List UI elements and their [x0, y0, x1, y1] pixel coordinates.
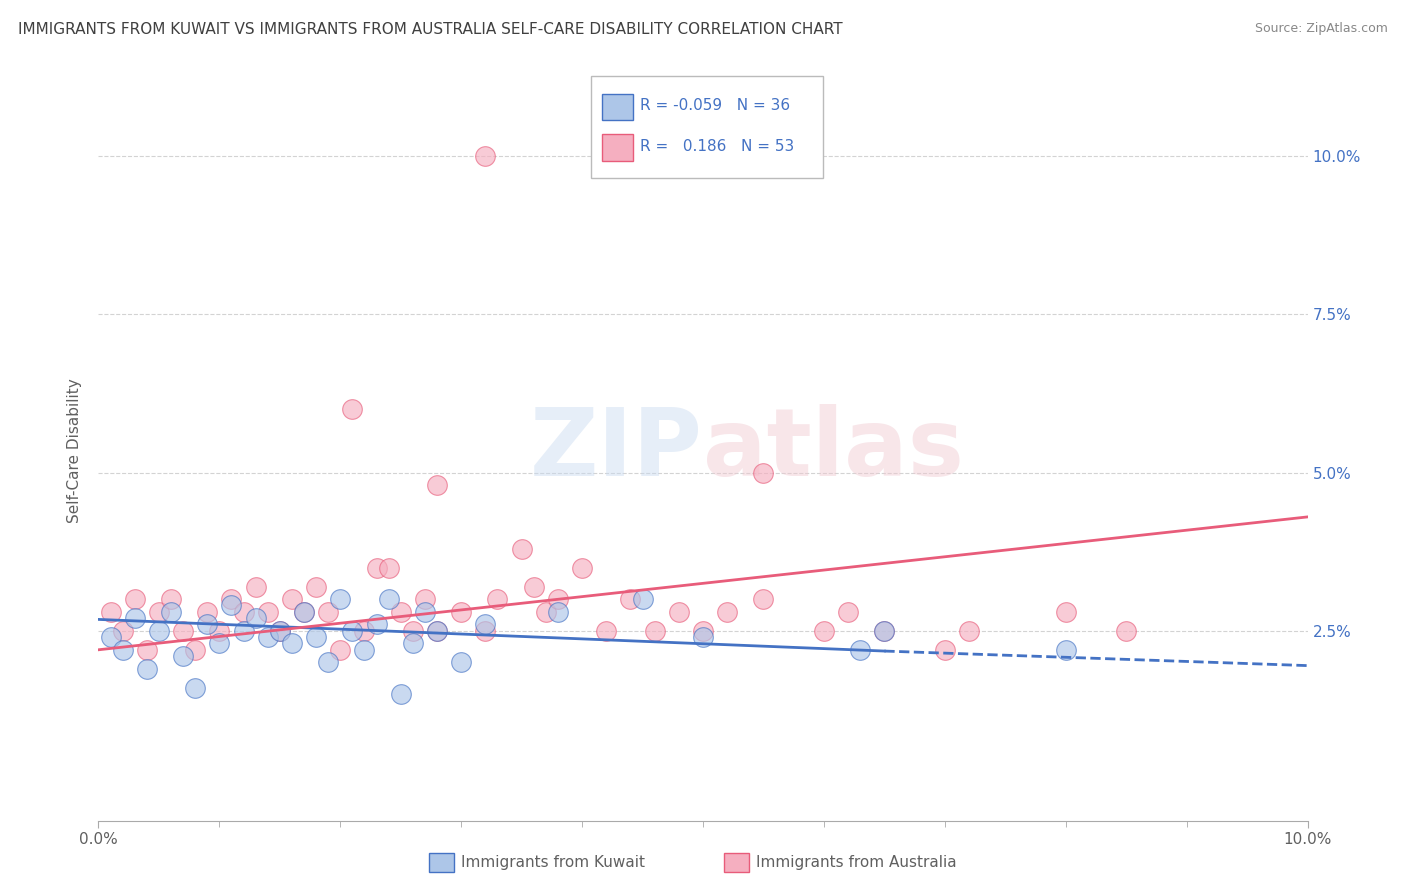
Point	[450, 605, 472, 619]
Point	[571, 560, 593, 574]
Point	[1115, 624, 1137, 638]
Text: Immigrants from Australia: Immigrants from Australia	[756, 855, 957, 870]
Point	[934, 642, 956, 657]
Point	[366, 617, 388, 632]
Point	[342, 402, 364, 417]
Point	[208, 624, 231, 638]
Point	[195, 617, 218, 632]
Text: ZIP: ZIP	[530, 404, 703, 497]
Point	[402, 636, 425, 650]
Point	[232, 605, 254, 619]
Point	[111, 624, 134, 638]
Point	[426, 624, 449, 638]
Text: R = -0.059   N = 36: R = -0.059 N = 36	[640, 98, 790, 112]
Point	[281, 592, 304, 607]
Point	[100, 605, 122, 619]
Point	[256, 630, 278, 644]
Point	[837, 605, 859, 619]
Point	[100, 630, 122, 644]
Point	[366, 560, 388, 574]
Point	[184, 642, 207, 657]
Point	[135, 662, 157, 676]
Point	[232, 624, 254, 638]
Point	[619, 592, 641, 607]
Point	[377, 560, 399, 574]
Text: R =   0.186   N = 53: R = 0.186 N = 53	[640, 139, 794, 153]
Point	[316, 605, 339, 619]
Point	[111, 642, 134, 657]
Point	[269, 624, 291, 638]
Point	[148, 605, 170, 619]
Text: atlas: atlas	[703, 404, 965, 497]
Point	[172, 624, 194, 638]
Point	[547, 592, 569, 607]
Text: IMMIGRANTS FROM KUWAIT VS IMMIGRANTS FROM AUSTRALIA SELF-CARE DISABILITY CORRELA: IMMIGRANTS FROM KUWAIT VS IMMIGRANTS FRO…	[18, 22, 844, 37]
Point	[474, 624, 496, 638]
Point	[342, 624, 364, 638]
Point	[849, 642, 872, 657]
Point	[353, 642, 375, 657]
Point	[377, 592, 399, 607]
Point	[124, 592, 146, 607]
Point	[547, 605, 569, 619]
Point	[389, 687, 412, 701]
Point	[813, 624, 835, 638]
Point	[353, 624, 375, 638]
Point	[172, 649, 194, 664]
Point	[160, 592, 183, 607]
Y-axis label: Self-Care Disability: Self-Care Disability	[67, 378, 83, 523]
Point	[752, 466, 775, 480]
Point	[752, 592, 775, 607]
Point	[221, 592, 243, 607]
Point	[329, 592, 352, 607]
Point	[486, 592, 509, 607]
Point	[644, 624, 666, 638]
Point	[305, 630, 328, 644]
Point	[534, 605, 557, 619]
Point	[221, 599, 243, 613]
Point	[957, 624, 980, 638]
Point	[413, 592, 436, 607]
Point	[269, 624, 291, 638]
Point	[124, 611, 146, 625]
Point	[245, 611, 267, 625]
Point	[474, 617, 496, 632]
Point	[316, 656, 339, 670]
Point	[292, 605, 315, 619]
Point	[148, 624, 170, 638]
Point	[160, 605, 183, 619]
Point	[389, 605, 412, 619]
Point	[305, 580, 328, 594]
Point	[668, 605, 690, 619]
Point	[402, 624, 425, 638]
Point	[292, 605, 315, 619]
Point	[1054, 605, 1077, 619]
Point	[510, 541, 533, 556]
Point	[245, 580, 267, 594]
Point	[523, 580, 546, 594]
Point	[716, 605, 738, 619]
Point	[692, 624, 714, 638]
Point	[281, 636, 304, 650]
Point	[474, 149, 496, 163]
Point	[426, 624, 449, 638]
Point	[184, 681, 207, 695]
Point	[208, 636, 231, 650]
Point	[450, 656, 472, 670]
Text: Immigrants from Kuwait: Immigrants from Kuwait	[461, 855, 645, 870]
Point	[195, 605, 218, 619]
Point	[873, 624, 896, 638]
Point	[426, 478, 449, 492]
Point	[135, 642, 157, 657]
Text: Source: ZipAtlas.com: Source: ZipAtlas.com	[1254, 22, 1388, 36]
Point	[1054, 642, 1077, 657]
Point	[413, 605, 436, 619]
Point	[873, 624, 896, 638]
Point	[595, 624, 617, 638]
Point	[631, 592, 654, 607]
Point	[329, 642, 352, 657]
Point	[692, 630, 714, 644]
Point	[256, 605, 278, 619]
